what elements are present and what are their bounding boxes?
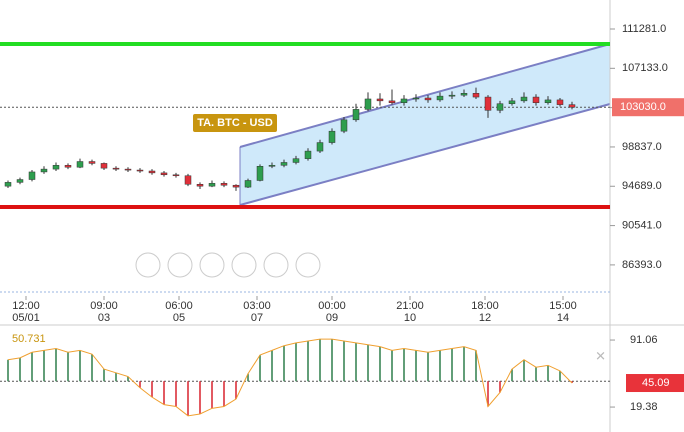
candle-body [568,104,576,108]
tool-button[interactable] [135,252,161,278]
close-icon[interactable]: ✕ [595,348,606,363]
tool-button[interactable] [199,252,225,278]
candle-body [412,97,420,100]
x-tick-time: 00:00 [318,300,346,312]
tool-button[interactable] [231,252,257,278]
candle-body [496,103,504,111]
x-tick-time: 15:00 [549,300,577,312]
candle-body [136,169,144,172]
x-tick-time: 18:00 [471,300,499,312]
tool-button[interactable] [167,252,193,278]
x-tick-date: 14 [557,312,569,324]
candle-body [460,93,468,96]
x-tick-time: 09:00 [90,300,118,312]
candle-body [64,165,72,168]
candle-body [376,98,384,102]
candle-body [196,184,204,187]
last-price-box [612,98,684,117]
last-price-label: 103030.0 [620,101,666,113]
candle-body [124,168,132,171]
candle-body [292,158,300,163]
candle-body [244,180,252,188]
candle-body [484,96,492,111]
candle-body [52,165,60,170]
last-value-box [626,374,684,393]
candle-body [280,162,288,166]
x-tick-date: 05 [173,312,185,324]
candle-body [316,142,324,152]
tool-button[interactable] [295,252,321,278]
candle-body [28,171,36,180]
y-tick-label: 98837.0 [622,141,662,153]
candle-body [352,109,360,121]
y-tick-label: 91.06 [630,334,658,346]
candle-body [472,93,480,98]
x-tick-date: 09 [326,312,338,324]
x-tick-date: 05/01 [12,312,40,324]
candle-body [76,161,84,168]
x-tick-time: 12:00 [12,300,40,312]
candle-body [148,170,156,174]
candle-body [328,130,336,143]
x-tick-time: 21:00 [396,300,424,312]
candle-body [520,96,528,102]
candle-body [16,179,24,183]
candle-body [100,163,108,169]
candle-body [340,119,348,132]
x-tick-date: 10 [404,312,416,324]
x-tick-date: 07 [251,312,263,324]
candle-body [232,184,240,188]
channel-fill [240,44,610,205]
symbol-label: TA. BTC - USD [197,117,273,129]
candle-body [304,150,312,159]
candle-body [364,98,372,110]
y-tick-label: 111281.0 [622,23,666,35]
channel-lower [239,103,611,206]
candle-body [172,174,180,177]
candle-body [88,161,96,164]
y-tick-label: 94689.0 [622,180,662,192]
channel-upper [239,43,611,148]
candle-body [268,165,276,167]
candle-body [184,175,192,185]
y-tick-label: 90541.0 [622,219,662,231]
candle-body [4,182,12,187]
y-tick-label: 19.38 [630,401,658,413]
candle-body [388,100,396,103]
candle-body [532,96,540,103]
candle-body [112,167,120,170]
candle-body [544,99,552,103]
candle-body [160,172,168,176]
candle-body [220,183,228,186]
tool-button[interactable] [263,252,289,278]
osc-line [7,338,573,417]
candle-body [556,99,564,105]
candle-body [208,183,216,187]
x-tick-date: 12 [479,312,491,324]
last-value-label: 45.09 [642,377,670,389]
candle-body [424,97,432,101]
toolbar [135,252,321,278]
x-tick-time: 03:00 [243,300,271,312]
candle-body [508,100,516,104]
symbol-tag [193,114,277,132]
x-tick-time: 06:00 [165,300,193,312]
candle-body [40,168,48,173]
candle-body [400,98,408,103]
candle-body [256,166,264,181]
candle-body [448,94,456,97]
y-tick-label: 86393.0 [622,259,662,271]
candle-body [436,95,444,101]
y-tick-label: 107133.0 [622,62,668,74]
indicator-readout: 50.731 [12,333,46,345]
x-tick-date: 03 [98,312,110,324]
